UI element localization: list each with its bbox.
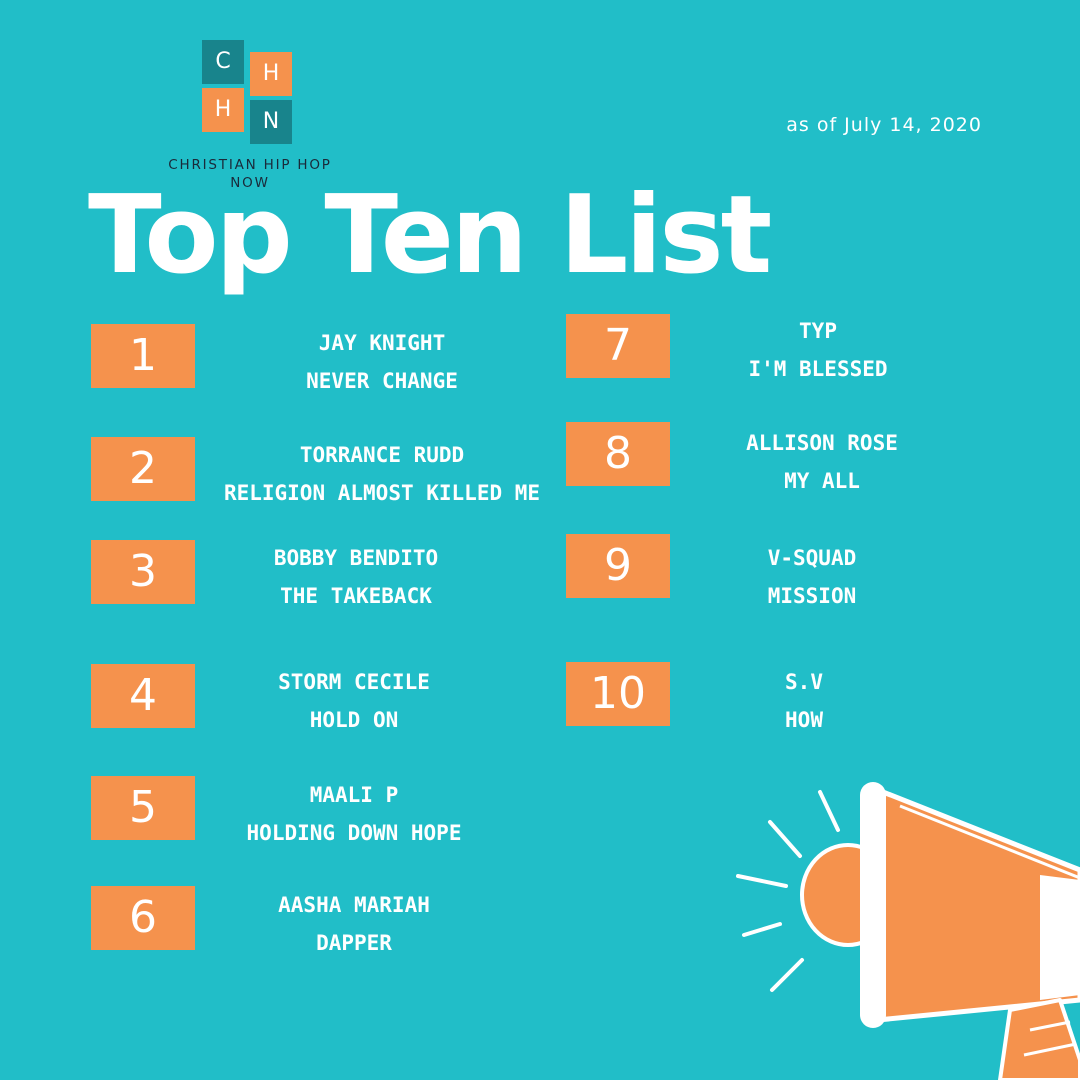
chart-entry-2: TORRANCE RUDD RELIGION ALMOST KILLED ME (182, 436, 582, 512)
song-title: HOW (785, 708, 823, 732)
song-title: DAPPER (316, 931, 392, 955)
chart-entry-8: ALLISON ROSE MY ALL (672, 424, 972, 500)
chart-entry-3: BOBBY BENDITO THE TAKEBACK (156, 539, 556, 615)
rank-badge-3: 3 (91, 540, 195, 604)
artist-name: BOBBY BENDITO (273, 546, 439, 570)
sound-lines (736, 790, 840, 992)
megaphone-icon (736, 782, 1080, 1080)
chart-entry-6: AASHA MARIAH DAPPER (154, 886, 554, 962)
artist-name: ALLISON ROSE (746, 431, 898, 455)
artist-name: MAALI P (309, 783, 399, 807)
rank-badge-4: 4 (91, 664, 195, 728)
song-title: THE TAKEBACK (280, 584, 432, 608)
logo-tile-n: N (250, 100, 292, 144)
song-title: NEVER CHANGE (306, 369, 458, 393)
rank-badge-7: 7 (566, 314, 670, 378)
logo-tile-h-top: H (250, 52, 292, 96)
artist-name: AASHA MARIAH (278, 893, 430, 917)
artist-name: TORRANCE RUDD (299, 443, 465, 467)
artist-name: V-SQUAD (767, 546, 857, 570)
chart-entry-7: TYP I'M BLESSED (668, 312, 968, 388)
song-title: RELIGION ALMOST KILLED ME (223, 481, 541, 505)
chart-entry-1: JAY KNIGHT NEVER CHANGE (182, 324, 582, 400)
chart-entry-4: STORM CECILE HOLD ON (154, 663, 554, 739)
rank-badge-8: 8 (566, 422, 670, 486)
rank-badge-9: 9 (566, 534, 670, 598)
artist-name: TYP (799, 319, 837, 343)
song-title: HOLDING DOWN HOPE (246, 821, 462, 845)
rank-badge-1: 1 (91, 324, 195, 388)
page-title: Top Ten List (88, 173, 772, 298)
chart-entry-5: MAALI P HOLDING DOWN HOPE (154, 776, 554, 852)
artist-name: STORM CECILE (278, 670, 430, 694)
artist-name: JAY KNIGHT (318, 331, 446, 355)
song-title: MY ALL (784, 469, 860, 493)
song-title: MISSION (767, 584, 857, 608)
brand-name: CHRISTIAN HIP HOP NOW (168, 157, 332, 191)
rank-badge-5: 5 (91, 776, 195, 840)
rank-badge-6: 6 (91, 886, 195, 950)
logo-tiles: C H H N (202, 40, 298, 148)
chart-entry-9: V-SQUAD MISSION (662, 539, 962, 615)
song-title: HOLD ON (309, 708, 399, 732)
logo-tile-h-bottom: H (202, 88, 244, 132)
artist-name: S.V (785, 670, 823, 694)
rank-badge-2: 2 (91, 437, 195, 501)
chart-entry-10: S.V HOW (654, 663, 954, 739)
date-label: as of July 14, 2020 (786, 114, 982, 136)
rank-badge-10: 10 (566, 662, 670, 726)
song-title: I'M BLESSED (748, 357, 888, 381)
logo-tile-c: C (202, 40, 244, 84)
